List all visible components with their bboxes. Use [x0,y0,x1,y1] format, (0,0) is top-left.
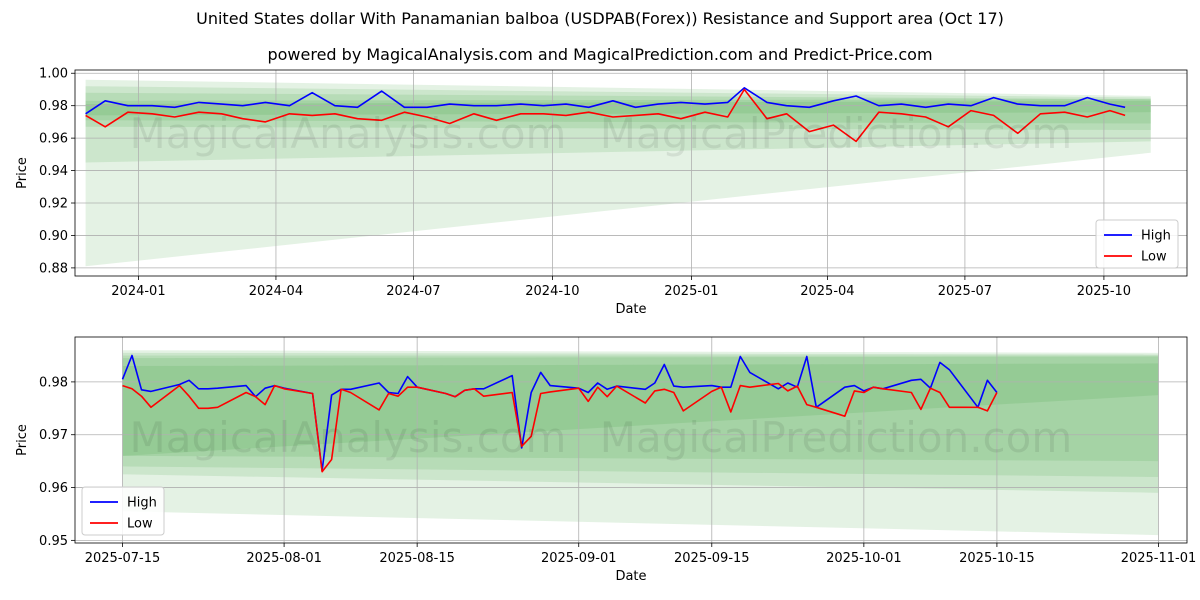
support-resistance-band [122,350,1159,536]
x-tick-label: 2025-07-15 [85,551,161,566]
chart-panel-1: 2024-01 2024-04 2024-07 2024-10 2025-01 2025-… [15,67,1188,317]
legend-label-high: High [127,496,157,511]
x-tick-label: 2025-07 [938,284,992,299]
legend: High Low [1095,219,1179,269]
y-tick-label: 0.92 [39,197,68,212]
legend-label-low: Low [127,517,153,532]
y-tick-label: 0.95 [39,534,68,549]
x-tick-label: 2025-09-15 [674,551,750,566]
y-tick-label: 1.00 [39,67,68,82]
x-tick-label: 2025-08-15 [379,551,455,566]
y-tick-label: 0.96 [39,132,68,147]
x-tick-label: 2024-10 [525,284,579,299]
x-axis-label: Date [615,302,646,317]
x-axis-label: Date [615,569,646,584]
x-tick-label: 2024-07 [386,284,440,299]
series-line-low [122,382,998,473]
watermark-text: MagicalAnalysis.com [130,413,567,462]
x-tick-label: 2025-08-01 [246,551,322,566]
plot-frame [74,69,1188,277]
watermark-text: MagicalAnalysis.com [130,109,567,158]
y-tick-label: 0.88 [39,261,68,276]
series-line-high [121,354,998,472]
x-tick-label: 2025-09-01 [541,551,617,566]
watermark-text: MagicalPrediction.com [600,413,1073,462]
x-tick-label: 2025-01 [664,284,718,299]
plot-frame [74,336,1188,544]
watermark-text: MagicalPrediction.com [600,109,1073,158]
chart-subtitle: powered by MagicalAnalysis.com and Magic… [267,45,933,64]
y-axis-label: Price [15,157,30,189]
x-tick-label: 2024-01 [111,284,165,299]
x-tick-label: 2025-04 [800,284,854,299]
x-tick-label: 2024-04 [249,284,303,299]
legend-label-low: Low [1141,250,1167,265]
series-line-high [85,87,1126,115]
series-line-low [85,88,1126,143]
legend-label-high: High [1141,229,1171,244]
support-resistance-band [85,92,1151,131]
support-resistance-band [122,352,1159,493]
chart-title: United States dollar With Panamanian bal… [196,9,1004,28]
y-tick-label: 0.90 [39,229,68,244]
x-tick-label: 2025-10-01 [826,551,902,566]
y-tick-label: 0.97 [39,428,68,443]
support-resistance-band [85,100,1151,116]
legend: High Low [81,486,165,536]
x-tick-label: 2025-10 [1077,284,1131,299]
y-tick-label: 0.96 [39,481,68,496]
y-tick-label: 0.98 [39,99,68,114]
support-resistance-band [85,79,1151,267]
chart-panel-2: 2025-07-15 2025-08-01 2025-08-15 2025-09-01… [15,336,1197,584]
x-tick-label: 2025-11-01 [1121,551,1197,566]
y-tick-label: 0.94 [39,164,68,179]
y-axis-label: Price [15,424,30,456]
x-tick-label: 2025-10-15 [959,551,1035,566]
y-tick-label: 0.98 [39,375,68,390]
